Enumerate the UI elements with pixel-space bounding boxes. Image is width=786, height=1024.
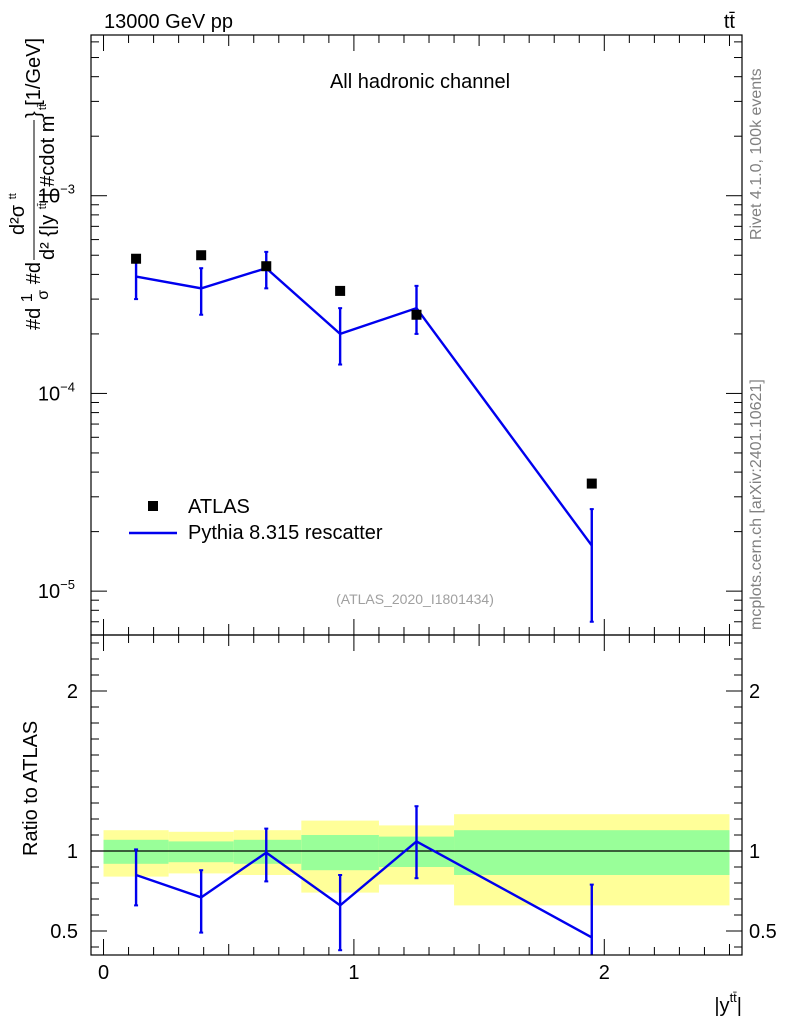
legend-mc-label: Pythia 8.315 rescatter	[188, 522, 383, 544]
ratio-y-tick-label: 2	[67, 681, 78, 703]
ratio-band-inner	[454, 830, 730, 875]
ylabel-part: tt̄	[37, 104, 49, 110]
legend: ATLAS Pythia 8.315 rescatter	[129, 496, 383, 544]
main-panel: 10−510−410−3 All hadronic channel (ATLAS…	[7, 34, 743, 636]
main-y-tick-base: 10	[38, 383, 60, 405]
svg-text:#d 1 σ: #d 1 σ #d	[15, 262, 53, 330]
ylabel-part: σ	[35, 290, 52, 300]
main-panel-frame	[90, 34, 743, 636]
main-y-tick-exp: −3	[60, 182, 75, 197]
ratio-y-tick-label-right: 1	[749, 841, 760, 863]
ratio-y-tick-label-right: 2	[749, 681, 760, 703]
ratio-band-inner	[233, 839, 302, 864]
ratio-y-tick-label: 0.5	[50, 921, 78, 943]
ratio-axis-ticks	[91, 635, 742, 955]
process-label: tt̄	[724, 11, 736, 33]
svg-text:d²σ tt: d²σ tt	[7, 193, 29, 235]
x-tick-label: 2	[599, 962, 610, 984]
x-axis-label-sup: tt̄	[730, 990, 738, 1005]
main-y-tick-exp: −5	[60, 577, 75, 592]
svg-text:d² {|y tt̄ | #: d² {|y tt̄ | #cdot m tt̄	[29, 104, 59, 260]
main-y-tick-label: 10−4	[38, 379, 75, 405]
atlas-data-point	[335, 285, 346, 296]
ratio-band-inner	[301, 835, 379, 871]
x-axis-label-tail: |	[737, 995, 742, 1017]
ratio-panel: 0.5 0.5 1 1 2 2 0 1 2 Ratio to ATLAS |ytt̄|	[20, 634, 777, 1017]
main-y-tick-base: 10	[38, 581, 60, 603]
ylabel-part: 1	[19, 293, 36, 302]
rivet-version-label: Rivet 4.1.0, 100k events	[748, 68, 765, 240]
main-y-axis-label: #d 1 σ #d d²σ tt d² {|y tt̄ | #cdot m tt…	[7, 38, 59, 330]
x-tick-label: 0	[98, 962, 109, 984]
ylabel-part: tt	[7, 193, 19, 199]
ylabel-part: #d	[23, 262, 45, 284]
mcplots-label: mcplots.cern.ch [arXiv:2401.10621]	[748, 379, 765, 630]
main-y-tick-label: 10−5	[38, 577, 75, 603]
atlas-data-point	[261, 261, 272, 272]
svg-text:} [1/GeV]: } [1/GeV]	[23, 38, 45, 118]
x-tick-label: 1	[348, 962, 359, 984]
main-y-tick-label: 10−3	[38, 182, 75, 208]
atlas-data-point	[586, 478, 597, 489]
main-y-tick-labels: 10−510−410−3	[38, 182, 75, 603]
ratio-series-line	[135, 839, 593, 939]
legend-atlas-marker	[148, 501, 158, 511]
ylabel-part: } [1/GeV]	[23, 38, 45, 118]
atlas-data-point	[131, 253, 142, 264]
ratio-tick-labels: 0.5 0.5 1 1 2 2 0 1 2	[50, 681, 777, 984]
ylabel-part: d²σ	[7, 204, 29, 235]
mc-series-line	[135, 266, 593, 547]
ylabel-part: #d	[23, 308, 45, 330]
ylabel-part: tt̄	[37, 203, 49, 209]
main-y-tick-base: 10	[38, 186, 60, 208]
ratio-y-tick-label: 1	[67, 841, 78, 863]
main-axis-ticks	[91, 35, 742, 636]
x-axis-label: |ytt̄|	[714, 990, 742, 1017]
main-y-tick-exp: −4	[60, 379, 75, 394]
ratio-panel-frame	[90, 634, 743, 956]
ratio-band-inner	[168, 841, 234, 863]
mc-error-bars	[134, 250, 594, 623]
atlas-data-markers	[131, 250, 597, 489]
ylabel-part: d² {|y	[37, 215, 59, 260]
x-axis-label-main: |y	[714, 995, 729, 1017]
legend-atlas-label: ATLAS	[188, 496, 250, 518]
main-chart-title: All hadronic channel	[330, 71, 510, 93]
atlas-data-point	[196, 250, 207, 261]
ylabel-part: | #cdot m	[37, 116, 59, 198]
analysis-reference: (ATLAS_2020_I1801434)	[336, 591, 494, 607]
ratio-error-bars	[134, 805, 594, 955]
atlas-data-point	[411, 309, 422, 320]
ratio-y-tick-label-right: 0.5	[749, 921, 777, 943]
ratio-y-axis-label: Ratio to ATLAS	[20, 721, 42, 856]
energy-label: 13000 GeV pp	[104, 11, 233, 33]
